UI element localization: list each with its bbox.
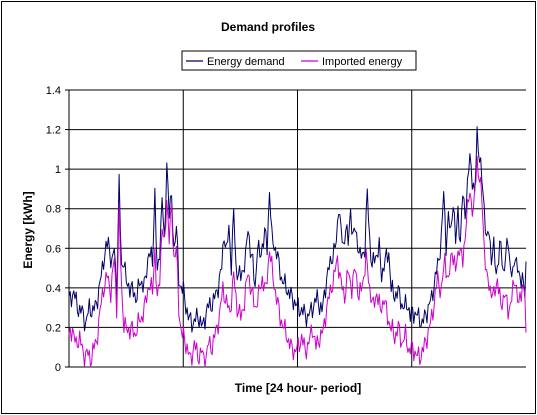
y-tick-label: 1.4 [46,85,61,97]
y-tick-label: 1 [55,164,61,176]
y-tick-label: 1.2 [46,125,61,137]
legend-label-energy-demand: Energy demand [207,56,285,68]
series-line-imported-energy [68,155,527,368]
legend: Energy demand Imported energy [181,50,417,71]
y-tick-label: 0.6 [46,243,61,255]
x-axis-label: Time [24 hour- period] [235,381,361,395]
y-tick-label: 0.4 [46,283,61,295]
y-tick-label: 0.2 [46,322,61,334]
chart-title: Demand profiles [221,20,315,34]
legend-box [181,50,417,71]
y-tick-label: 0.8 [46,204,61,216]
y-axis-label: Energy [kWh] [21,191,35,268]
y-tick-label: 0 [55,362,61,374]
plot-area: 0 0.2 0.4 0.6 0.8 1 1.2 1.4 [46,85,527,374]
series-line-energy-demand [68,126,527,333]
legend-label-imported-energy: Imported energy [322,56,403,68]
